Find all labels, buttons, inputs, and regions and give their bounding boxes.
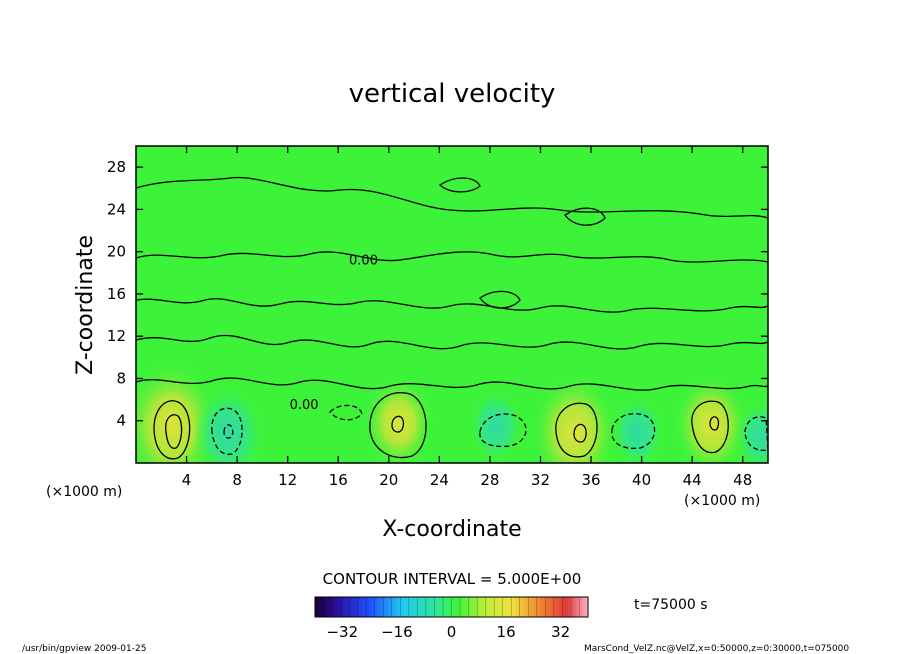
footer-left: /usr/bin/gpview 2009-01-25 bbox=[22, 644, 146, 654]
contour-line bbox=[391, 415, 405, 433]
y-tick-label: 16 bbox=[107, 285, 126, 303]
x-axis-unit-right: (×1000 m) bbox=[684, 493, 760, 509]
contour-line bbox=[136, 176, 768, 219]
x-tick-label: 44 bbox=[683, 471, 702, 489]
x-tick-label: 24 bbox=[430, 471, 449, 489]
contour-label-1: 0.00 bbox=[290, 398, 319, 413]
x-tick-label: 4 bbox=[182, 471, 192, 489]
colorbar-ticks: −32 −16 0 16 32 bbox=[326, 623, 570, 641]
contour-line bbox=[691, 400, 729, 454]
y-tick-label: 4 bbox=[116, 412, 126, 430]
field-cell-7 bbox=[735, 400, 768, 463]
contour-line bbox=[744, 416, 768, 452]
contour-line bbox=[223, 424, 234, 439]
y-tick-label: 12 bbox=[107, 327, 126, 345]
plot-frame bbox=[135, 145, 769, 464]
colorbar: −32 −16 0 16 32 bbox=[314, 596, 589, 641]
field-cell-3 bbox=[469, 390, 523, 462]
contour-line bbox=[709, 416, 720, 431]
colorbar-tick-label: −16 bbox=[381, 623, 413, 641]
x-tick-label: 32 bbox=[531, 471, 550, 489]
plot-area: 0.00 0.00 bbox=[135, 145, 769, 464]
x-tick-label: 40 bbox=[632, 471, 651, 489]
y-tick-label: 24 bbox=[107, 200, 126, 218]
contour-line bbox=[136, 298, 768, 313]
footer-right: MarsCond_VelZ.nc@VelZ,x=0:50000,z=0:3000… bbox=[584, 644, 849, 654]
field-cell-2 bbox=[364, 375, 434, 463]
x-tick-label: 48 bbox=[733, 471, 752, 489]
x-tick-label: 28 bbox=[480, 471, 499, 489]
field-cells bbox=[136, 360, 768, 463]
contour-line bbox=[165, 414, 183, 449]
colorbar-tick-label: 0 bbox=[447, 623, 457, 641]
colorbar-stripes bbox=[323, 597, 580, 617]
colorbar-gradient bbox=[314, 596, 589, 618]
contour-line bbox=[438, 177, 481, 193]
colorbar-tick-label: 16 bbox=[497, 623, 516, 641]
time-label: t=75000 s bbox=[634, 597, 708, 613]
contour-line bbox=[136, 251, 768, 263]
x-axis-ticks: 4 8 12 16 20 24 28 32 36 40 44 48 bbox=[182, 146, 752, 489]
y-tick-label: 20 bbox=[107, 243, 126, 261]
y-axis-label: Z-coordinate bbox=[73, 235, 98, 375]
colorbar-tick-label: 32 bbox=[551, 623, 570, 641]
y-tick-label: 8 bbox=[116, 369, 126, 387]
chart-title: vertical velocity bbox=[349, 79, 556, 109]
contour-line bbox=[611, 413, 656, 450]
x-tick-label: 36 bbox=[581, 471, 600, 489]
contour-labels: 0.00 0.00 bbox=[290, 253, 378, 413]
x-axis-unit-left: (×1000 m) bbox=[46, 484, 122, 500]
contour-line bbox=[555, 402, 598, 458]
contour-line bbox=[479, 413, 527, 448]
contour-line bbox=[369, 392, 427, 459]
contour-line bbox=[153, 400, 191, 460]
x-tick-label: 8 bbox=[232, 471, 242, 489]
contour-line bbox=[136, 377, 768, 391]
field-cell-1 bbox=[193, 386, 264, 463]
y-tick-label: 28 bbox=[107, 158, 126, 176]
contour-line bbox=[479, 290, 521, 309]
x-axis-label: X-coordinate bbox=[382, 517, 521, 542]
x-tick-label: 20 bbox=[379, 471, 398, 489]
field-cell-4 bbox=[531, 374, 618, 463]
contour-line bbox=[573, 423, 587, 443]
contour-line bbox=[564, 207, 606, 226]
contour-line bbox=[136, 334, 768, 350]
contour-line bbox=[329, 404, 363, 421]
y-axis-ticks: 4 8 12 16 20 24 28 bbox=[107, 158, 768, 430]
contour-interval-text: CONTOUR INTERVAL = 5.000E+00 bbox=[323, 570, 582, 588]
x-tick-label: 16 bbox=[329, 471, 348, 489]
x-tick-label: 12 bbox=[278, 471, 297, 489]
field-cell-5 bbox=[611, 396, 665, 463]
contour-label-0: 0.00 bbox=[349, 253, 378, 268]
contour-lines bbox=[136, 176, 768, 460]
colorbar-tick-label: −32 bbox=[326, 623, 358, 641]
